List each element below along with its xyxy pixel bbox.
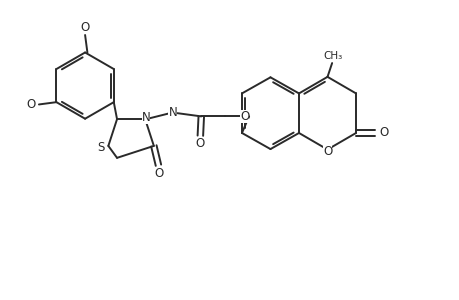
Text: O: O — [378, 127, 387, 140]
Text: O: O — [196, 137, 205, 151]
Text: N: N — [168, 106, 177, 119]
Text: O: O — [322, 145, 331, 158]
Text: CH₃: CH₃ — [323, 51, 342, 61]
Text: O: O — [154, 167, 164, 180]
Text: O: O — [240, 110, 249, 123]
Text: O: O — [80, 21, 90, 34]
Text: S: S — [97, 141, 104, 154]
Text: O: O — [27, 98, 36, 111]
Text: N: N — [141, 111, 150, 124]
